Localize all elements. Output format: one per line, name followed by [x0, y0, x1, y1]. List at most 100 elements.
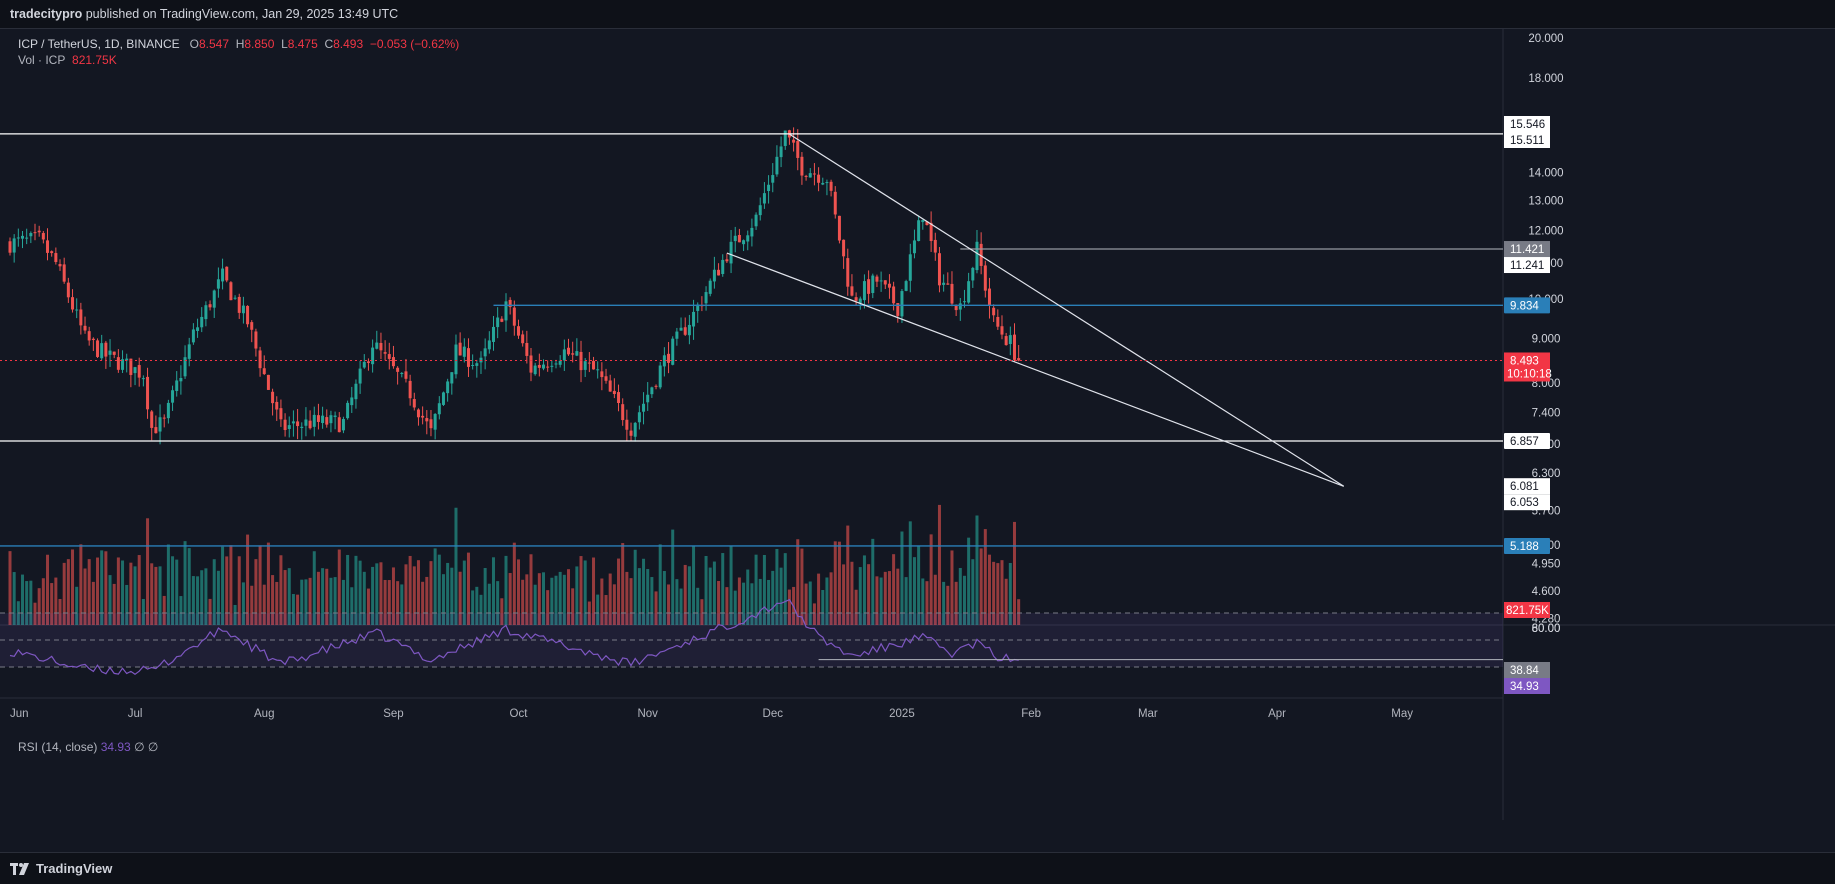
- volume-bar: [846, 525, 850, 625]
- candle-body: [1004, 336, 1008, 346]
- volume-bar: [316, 571, 320, 625]
- price-tick-label: 18.000: [1528, 73, 1563, 85]
- volume-bar: [58, 598, 62, 625]
- candle-body: [458, 342, 462, 356]
- candle-body: [950, 283, 954, 304]
- volume-bar: [483, 568, 487, 625]
- volume-bar: [308, 577, 312, 625]
- volume-bar: [216, 570, 220, 625]
- candle-body: [83, 325, 87, 331]
- candle-body: [862, 281, 866, 301]
- volume-bar: [812, 603, 816, 625]
- symbol-title[interactable]: ICP / TetherUS, 1D, BINANCE: [18, 37, 180, 51]
- rsi-label[interactable]: RSI (14, close): [18, 740, 98, 754]
- candle-body: [637, 412, 641, 423]
- candle-body: [942, 282, 946, 285]
- volume-bar: [87, 559, 91, 625]
- volume-bar: [625, 571, 629, 625]
- volume-bar: [708, 567, 712, 625]
- candle-body: [112, 351, 116, 355]
- level-tag-6857-bg: [1504, 433, 1550, 449]
- volume-bar: [154, 566, 158, 625]
- candle-body: [291, 421, 295, 424]
- volume-bar: [62, 562, 66, 625]
- level-tag-15511-bg: [1504, 132, 1550, 148]
- rsi-line: [9, 598, 1019, 676]
- volume-bar: [971, 559, 975, 625]
- candle-body: [204, 305, 208, 320]
- volume-bar: [108, 575, 112, 625]
- volume-bar: [796, 539, 800, 625]
- candle-body: [721, 259, 725, 274]
- volume-bar: [54, 577, 58, 625]
- candle-body: [683, 327, 687, 335]
- volume-bar: [12, 572, 16, 625]
- volume-bar: [83, 568, 87, 625]
- date-tick-label: May: [1391, 708, 1413, 720]
- candle-body: [908, 254, 912, 281]
- volume-bar: [975, 515, 979, 625]
- volume-bar: [567, 569, 571, 625]
- candle-body: [850, 286, 854, 296]
- candle-body: [646, 394, 650, 403]
- volume-bar: [375, 563, 379, 625]
- volume-bar: [558, 571, 562, 625]
- volume-bar: [458, 571, 462, 625]
- volume-bar: [721, 553, 725, 625]
- volume-bar: [596, 594, 600, 625]
- price-tick-label: 4.950: [1532, 559, 1561, 571]
- level-tag-9834: 9.834: [1510, 300, 1539, 312]
- current-price-tag: 8.493: [1510, 355, 1539, 367]
- candle-body: [125, 358, 129, 361]
- tradingview-logo[interactable]: TradingView: [10, 861, 112, 876]
- volume-bar: [516, 559, 520, 625]
- candle-body: [558, 360, 562, 365]
- publisher-name: tradecitypro: [10, 7, 83, 21]
- volume-bar: [787, 589, 791, 625]
- volume-bar: [896, 568, 900, 625]
- volume-bar: [775, 548, 779, 625]
- volume-bar: [758, 578, 762, 625]
- candle-body: [491, 326, 495, 342]
- rsi-tick-label: 80.00: [1532, 623, 1561, 635]
- rsi-tick-label: 60.00: [1532, 623, 1561, 635]
- candle-body: [912, 240, 916, 254]
- volume-bar: [21, 574, 25, 625]
- volume-bar: [837, 541, 841, 625]
- candle-body: [475, 363, 479, 366]
- volume-bar: [162, 595, 166, 625]
- candle-body: [279, 408, 283, 420]
- volume-bar: [79, 544, 83, 625]
- published-date: published on TradingView.com, Jan 29, 20…: [85, 7, 399, 21]
- volume-label[interactable]: Vol · ICP: [18, 53, 66, 67]
- candle-body: [96, 340, 100, 357]
- candle-body: [287, 425, 291, 430]
- volume-bar: [617, 558, 621, 625]
- candle-body: [512, 307, 516, 326]
- candle-body: [341, 419, 345, 431]
- volume-bar: [337, 549, 341, 625]
- price-chart[interactable]: 20.00018.00014.00013.00012.00011.00010.0…: [0, 28, 1835, 852]
- volume-bar: [279, 555, 283, 625]
- candle-body: [371, 347, 375, 365]
- volume-bar: [250, 585, 254, 625]
- volume-bar: [1008, 562, 1012, 625]
- volume-bar: [46, 554, 50, 625]
- volume-bar: [867, 564, 871, 625]
- volume-bar: [908, 521, 912, 625]
- price-tags: 15.546 15.511 11.421 11.241 9.834 8.49310:10:…: [1504, 116, 1552, 618]
- volume-bar: [600, 578, 604, 625]
- candle-body: [437, 403, 441, 415]
- candle-body: [466, 348, 470, 367]
- volume-bar: [75, 586, 79, 625]
- open-value: 8.547: [198, 37, 230, 51]
- level-tag-15546: 15.546: [1510, 119, 1545, 131]
- candle-body: [108, 350, 112, 355]
- candle-body: [141, 378, 145, 380]
- bar-countdown: 10:10:18: [1507, 368, 1552, 380]
- candle-body: [400, 373, 404, 375]
- volume-bar: [287, 568, 291, 625]
- volume-bar: [871, 538, 875, 625]
- volume-bar: [783, 553, 787, 625]
- candle-body: [550, 365, 554, 367]
